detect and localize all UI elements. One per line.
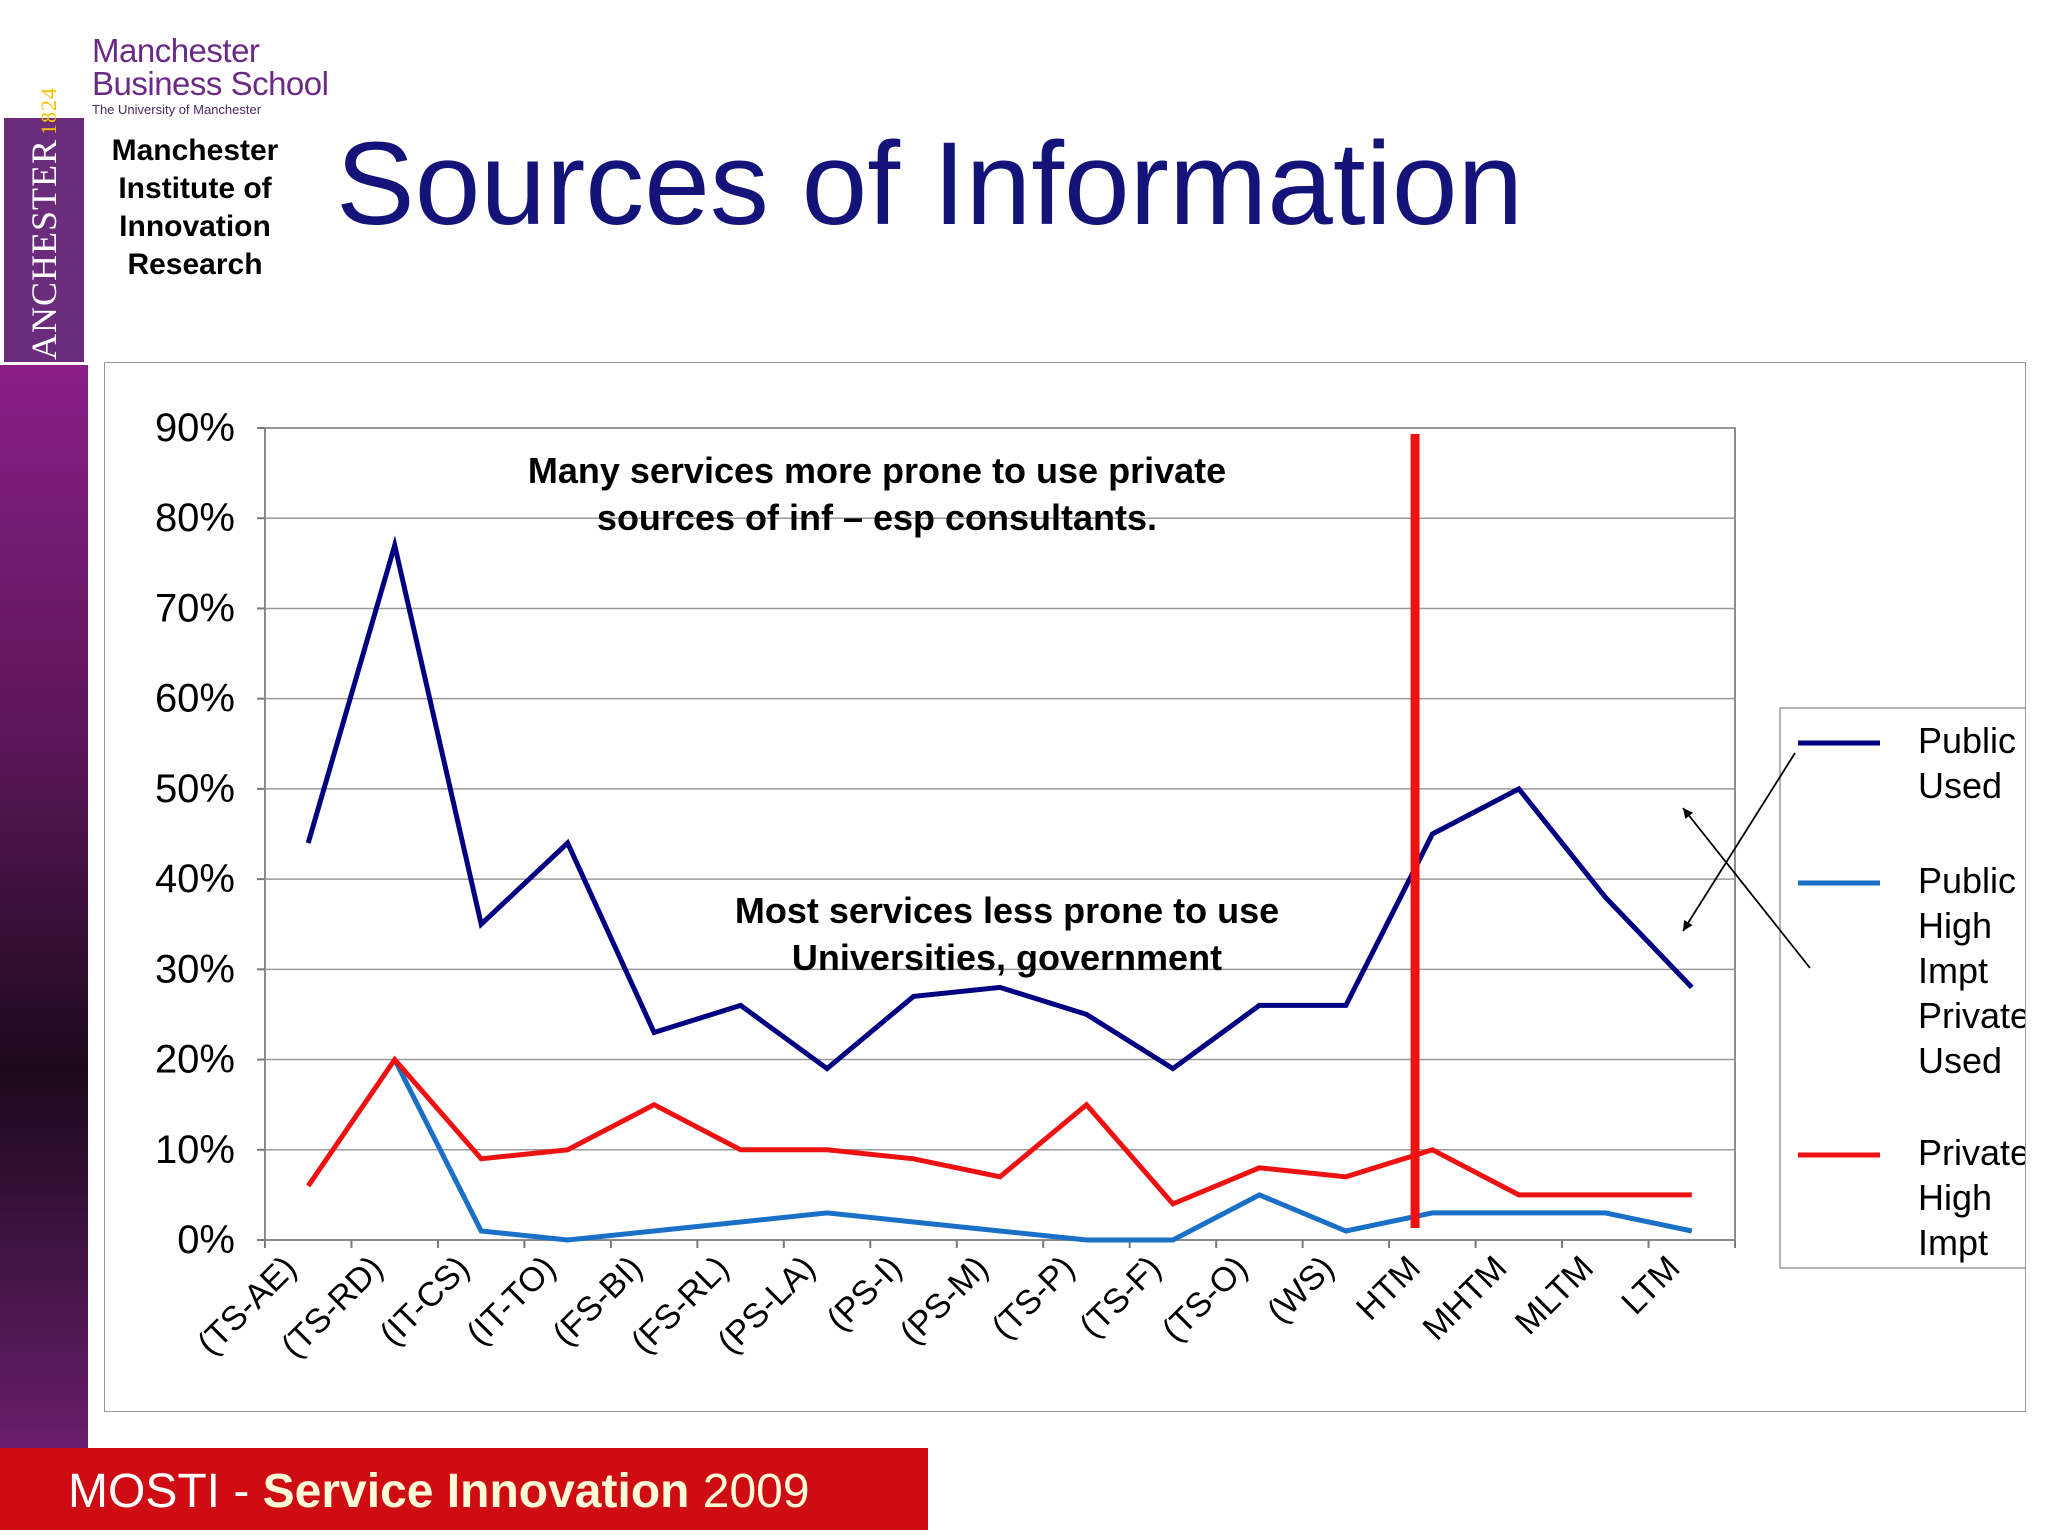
x-tick-label: (TS-O)	[1155, 1249, 1255, 1349]
crest-text: MANCHESTER 1824	[23, 87, 65, 393]
legend-label: Impt	[1918, 1222, 1988, 1263]
x-tick-label: MHTM	[1416, 1249, 1515, 1348]
footer-text: MOSTI - Service Innovation 2009	[68, 1464, 810, 1519]
footer-bold: Service Innovation	[262, 1465, 690, 1518]
logo-line-2: Business School	[92, 65, 329, 102]
legend-label: Used	[1918, 765, 2002, 806]
x-tick-label: (WS)	[1260, 1249, 1342, 1331]
legend-label: Private	[1918, 995, 2025, 1036]
crest-year: 1824	[36, 86, 61, 135]
annotation-text: Universities, government	[792, 937, 1222, 978]
x-tick-label: MLTM	[1508, 1249, 1601, 1342]
y-tick-label: 0%	[177, 1218, 235, 1262]
y-tick-label: 70%	[155, 586, 235, 630]
y-tick-label: 30%	[155, 947, 235, 991]
chart-frame: 0% 10% 20% 30% 40% 50% 60% 70% 80% 90% (TS-AE) (TS-…	[104, 362, 2026, 1412]
x-tick-label: (PS-M)	[893, 1249, 996, 1352]
x-tick-label: (PS-LA)	[710, 1249, 822, 1361]
decorative-sidebar	[0, 365, 88, 1452]
legend-label: Public	[1918, 860, 2016, 901]
y-tick-label: 40%	[155, 857, 235, 901]
annotation-text: Most services less prone to use	[735, 890, 1279, 931]
footer-year: 2009	[689, 1465, 810, 1518]
annotation-arrow	[1682, 807, 1811, 969]
x-tick-label: (IT-TO)	[459, 1249, 563, 1353]
institute-name: Manchester Institute of Innovation Resea…	[111, 134, 279, 281]
legend-label: Used	[1918, 1040, 2002, 1081]
legend-label: Public	[1918, 720, 2016, 761]
annotation-text: Many services more prone to use private	[528, 450, 1226, 491]
plot-area	[264, 427, 1736, 1241]
logo-line-3: The University of Manchester	[92, 102, 262, 117]
logo-line-1: Manchester	[92, 32, 260, 69]
y-tick-label: 10%	[155, 1128, 235, 1172]
crest-name: MANCHESTER	[24, 138, 64, 394]
x-tick-label: (TS-P)	[984, 1249, 1082, 1347]
legend-label: Private	[1918, 1132, 2025, 1173]
line-chart: 0%10%20%30%40%50%60%70%80%90%(TS-AE)(TS-…	[155, 406, 2025, 1365]
series-public-high-impt-line	[392, 1058, 1693, 1243]
x-tick-label: LTM	[1614, 1249, 1687, 1322]
annotation-text: sources of inf – esp consultants.	[597, 497, 1157, 538]
x-tick-label: HTM	[1349, 1249, 1428, 1328]
y-tick-label: 50%	[155, 767, 235, 811]
legend-label: Impt	[1918, 950, 1988, 991]
legend-label: High	[1918, 1177, 1992, 1218]
footer-prefix: MOSTI -	[68, 1465, 263, 1518]
page-title: Sources of Information	[336, 118, 1524, 250]
legend-box	[1779, 707, 2025, 1269]
x-tick-label: (TS-F)	[1072, 1249, 1168, 1345]
y-tick-label: 60%	[155, 677, 235, 721]
mbs-logo: Manchester Business School The Universit…	[92, 32, 329, 117]
y-tick-label: 90%	[155, 406, 235, 450]
y-tick-label: 20%	[155, 1038, 235, 1082]
annotation-arrow	[1682, 752, 1796, 932]
legend-label: High	[1918, 905, 1992, 946]
university-crest: MANCHESTER 1824	[4, 87, 84, 393]
x-tick-label: (IT-CS)	[373, 1249, 477, 1353]
y-tick-label: 80%	[155, 496, 235, 540]
footer-bar: MOSTI - Service Innovation 2009	[0, 1448, 928, 1530]
